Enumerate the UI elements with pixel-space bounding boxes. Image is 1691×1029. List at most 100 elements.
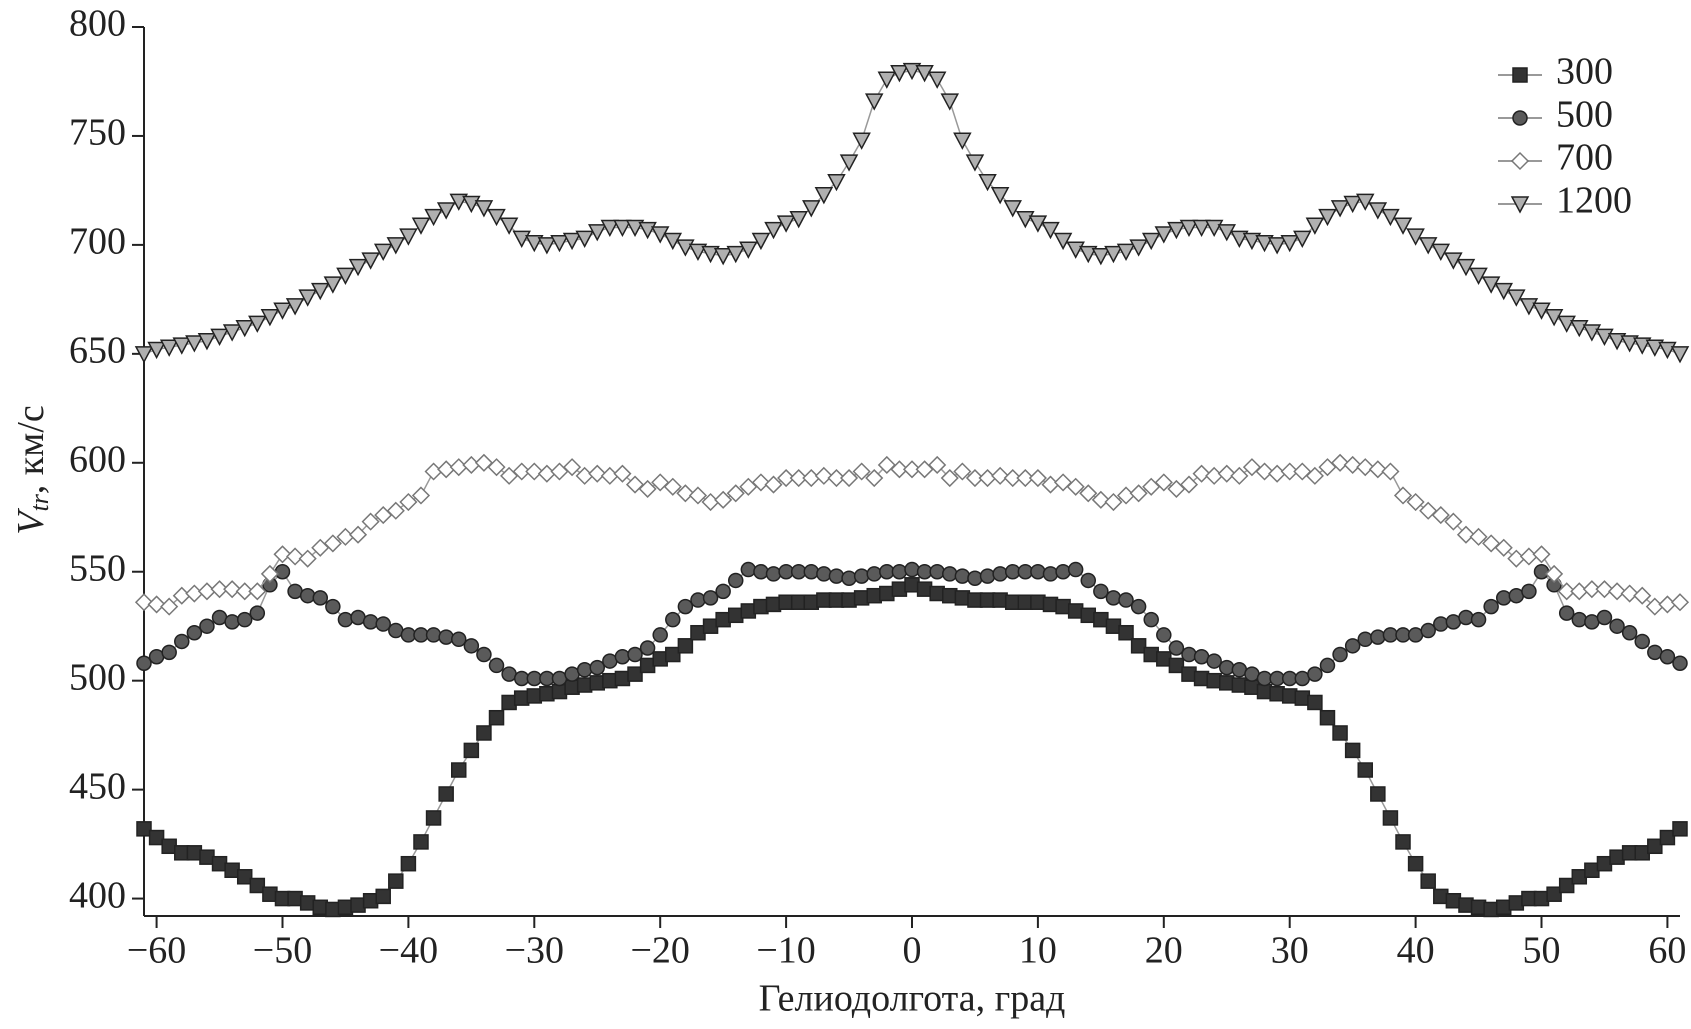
marker	[1079, 484, 1098, 503]
marker	[1305, 217, 1325, 235]
marker	[160, 597, 179, 616]
y-tick-label: 400	[69, 874, 126, 916]
marker	[627, 646, 643, 663]
marker	[562, 232, 582, 251]
x-tick-label: −50	[253, 930, 312, 972]
marker	[1582, 580, 1601, 599]
marker	[714, 490, 733, 509]
marker	[136, 655, 152, 671]
marker	[1331, 453, 1350, 472]
marker	[1634, 633, 1650, 650]
marker	[1544, 309, 1564, 327]
marker	[1344, 638, 1361, 654]
marker	[652, 627, 668, 643]
marker	[199, 618, 215, 634]
marker	[827, 173, 846, 192]
marker	[1028, 468, 1047, 488]
marker	[650, 226, 670, 244]
marker	[337, 611, 354, 628]
marker	[1042, 566, 1059, 582]
marker	[1242, 232, 1262, 251]
marker	[814, 466, 833, 485]
marker	[802, 200, 821, 218]
marker	[235, 582, 254, 601]
marker	[1330, 200, 1350, 218]
marker	[361, 252, 380, 270]
marker	[463, 742, 480, 759]
marker	[1382, 810, 1399, 826]
marker	[902, 460, 922, 479]
marker	[147, 595, 166, 614]
marker	[1104, 245, 1123, 264]
marker	[991, 466, 1010, 485]
legend-label: 700	[1556, 137, 1613, 179]
marker	[1091, 248, 1111, 266]
marker	[677, 598, 694, 615]
marker	[325, 598, 341, 615]
marker	[1519, 547, 1538, 566]
marker	[1512, 67, 1528, 83]
marker	[1368, 202, 1388, 220]
marker	[1143, 611, 1159, 628]
marker	[1381, 208, 1400, 227]
marker	[1319, 709, 1336, 726]
marker	[210, 580, 229, 599]
marker	[803, 563, 820, 580]
marker	[1510, 196, 1530, 214]
marker	[512, 462, 531, 481]
marker	[789, 210, 808, 229]
marker	[1406, 228, 1425, 246]
marker	[1381, 462, 1400, 481]
marker	[953, 462, 972, 481]
marker	[1168, 640, 1185, 656]
marker	[1431, 243, 1451, 262]
marker	[614, 648, 631, 665]
marker	[1268, 464, 1287, 483]
marker	[638, 479, 657, 498]
marker	[425, 810, 442, 826]
marker	[1305, 466, 1324, 485]
marker	[1079, 245, 1098, 264]
x-axis-label: Гелиодолгота, град	[759, 978, 1066, 1020]
marker	[273, 545, 292, 564]
marker	[853, 568, 870, 584]
y-tick-label: 700	[69, 221, 126, 263]
marker	[525, 462, 544, 481]
marker	[715, 583, 731, 600]
marker	[1507, 289, 1526, 307]
marker	[904, 561, 920, 578]
marker	[841, 570, 857, 587]
marker	[323, 276, 343, 294]
marker	[753, 563, 769, 580]
marker	[1370, 629, 1386, 645]
marker	[665, 646, 681, 663]
marker	[1343, 455, 1362, 475]
y-tick-label: 650	[69, 330, 126, 372]
marker	[1647, 838, 1663, 855]
marker	[915, 65, 934, 83]
marker	[1066, 477, 1085, 496]
marker	[589, 659, 605, 676]
marker	[953, 132, 972, 150]
marker	[688, 486, 708, 505]
marker	[550, 234, 569, 253]
legend-label: 500	[1556, 94, 1613, 136]
y-tick-label: 750	[69, 112, 126, 154]
marker	[488, 709, 505, 726]
marker	[476, 725, 492, 741]
marker	[1307, 694, 1323, 711]
x-tick-label: −20	[630, 930, 689, 972]
marker	[665, 611, 681, 628]
marker	[777, 468, 796, 488]
y-tick-label: 450	[69, 765, 126, 807]
marker	[663, 477, 682, 496]
series-line	[143, 584, 1681, 911]
marker	[1206, 653, 1222, 669]
marker	[1130, 638, 1147, 654]
marker	[223, 580, 242, 599]
marker	[1332, 725, 1348, 741]
marker	[424, 462, 443, 481]
marker	[627, 666, 643, 682]
marker	[1571, 611, 1588, 628]
marker	[312, 590, 329, 606]
